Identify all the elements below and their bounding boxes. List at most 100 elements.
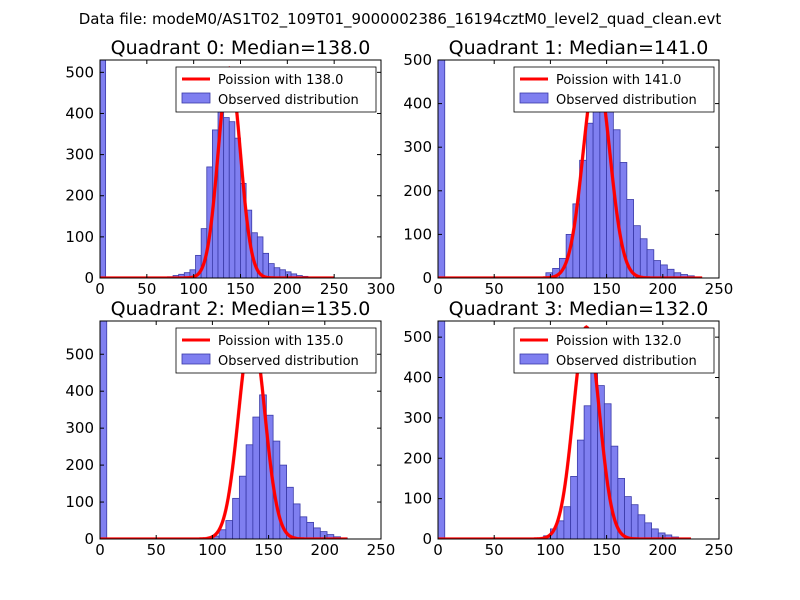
quadrant-3-y-tick-label: 500 bbox=[403, 328, 432, 346]
quadrant-2-y-tick-label: 500 bbox=[65, 345, 94, 363]
quadrant-1-x-tick-label: 150 bbox=[592, 280, 621, 298]
quadrant-0-y-tick-label: 200 bbox=[65, 187, 94, 205]
quadrant-0-y-tick-label: 300 bbox=[65, 146, 94, 164]
quadrant-3-legend-bar-swatch bbox=[519, 353, 549, 365]
quadrant-0-histogram-bar bbox=[100, 60, 107, 278]
quadrant-3-histogram-bar bbox=[637, 514, 646, 539]
quadrant-2-histogram-bar bbox=[225, 520, 234, 539]
quadrant-1-y-tick-label: 500 bbox=[403, 51, 432, 69]
quadrant-2-x-tick-label: 100 bbox=[198, 541, 227, 559]
quadrant-2-histogram-bar bbox=[306, 521, 314, 539]
quadrant-0-histogram-bar bbox=[268, 263, 275, 278]
quadrant-0-x-tick-label: 200 bbox=[273, 280, 302, 298]
quadrant-2-plot: 0 50 100 150 200 250 0 100 200 300 400 500 Quadrant … bbox=[65, 298, 395, 559]
quadrant-2-histogram-bar bbox=[286, 486, 294, 539]
quadrant-0-y-tick-label: 100 bbox=[65, 228, 94, 246]
quadrant-0-x-tick-label: 300 bbox=[367, 280, 396, 298]
quadrant-3-plot: 0 50 100 150 200 250 0 100 200 300 400 500 Quadrant … bbox=[403, 298, 733, 559]
quadrant-1-legend-box bbox=[513, 66, 715, 113]
quadrant-3-histogram-bar bbox=[583, 405, 592, 539]
quadrant-3-histogram-bar bbox=[438, 321, 446, 539]
quadrant-2-y-tick-label: 200 bbox=[65, 456, 94, 474]
quadrant-2-histogram-bar bbox=[245, 444, 254, 539]
quadrant-1-axes-frame bbox=[437, 59, 720, 279]
quadrant-1-plot-area bbox=[438, 60, 703, 278]
quadrant-1-plot: 0 50 100 150 200 250 0 100 200 300 400 500 Quadrant … bbox=[403, 37, 733, 298]
quadrant-3-histogram-bar bbox=[563, 506, 572, 539]
quadrant-1-x-tick-label: 50 bbox=[485, 280, 504, 298]
quadrant-3-x-tick-label: 150 bbox=[592, 541, 621, 559]
quadrant-3-legend-box bbox=[513, 327, 715, 374]
quadrant-1-x-tick-label: 100 bbox=[536, 280, 565, 298]
quadrant-0-x-tick-label: 0 bbox=[95, 280, 105, 298]
quadrant-3-histogram-bar bbox=[570, 476, 578, 539]
quadrant-1-x-tick-label: 200 bbox=[648, 280, 677, 298]
quadrant-0-y-tick-label: 400 bbox=[65, 104, 94, 122]
quadrant-2-y-tick-label: 0 bbox=[84, 530, 94, 548]
quadrant-3-x-tick-label: 200 bbox=[648, 541, 677, 559]
quadrant-3-x-tick-label: 250 bbox=[705, 541, 734, 559]
quadrant-2-legend-bar-swatch bbox=[181, 353, 211, 365]
quadrant-2-x-tick-label: 200 bbox=[310, 541, 339, 559]
quadrant-3-histogram-bar bbox=[576, 439, 585, 539]
quadrant-3-histogram-bar bbox=[644, 522, 652, 539]
quadrant-3-y-tick-label: 100 bbox=[403, 490, 432, 508]
quadrant-3-legend-bar-label: Observed distribution bbox=[556, 354, 697, 369]
quadrant-0-legend-bar-label: Observed distribution bbox=[218, 93, 359, 108]
quadrant-1-histogram-bar bbox=[633, 225, 641, 278]
quadrant-3-histogram-bar bbox=[630, 504, 639, 539]
quadrant-1-histogram-bar bbox=[653, 260, 661, 278]
quadrant-2-x-tick-label: 150 bbox=[254, 541, 283, 559]
quadrant-1-y-tick-label: 300 bbox=[403, 138, 432, 156]
quadrant-2-title: Quadrant 2: Median=135.0 bbox=[111, 298, 371, 320]
quadrant-2-x-tick-label: 50 bbox=[147, 541, 166, 559]
quadrant-3-axes-frame bbox=[437, 320, 720, 540]
quadrant-3-x-tick-label: 100 bbox=[536, 541, 565, 559]
quadrant-1-legend-bar-swatch bbox=[519, 92, 549, 104]
quadrant-2-legend-line-label: Poission with 135.0 bbox=[218, 334, 343, 349]
quadrant-2-x-tick-label: 250 bbox=[367, 541, 396, 559]
quadrant-1-legend-line-label: Poission with 141.0 bbox=[556, 73, 681, 88]
quadrant-0-x-tick-label: 50 bbox=[137, 280, 156, 298]
quadrant-0-plot: 0 50 100 150 200 250 300 0 100 200 300 400 500 Quadra… bbox=[65, 37, 395, 298]
quadrant-1-y-tick-label: 400 bbox=[403, 95, 432, 113]
quadrant-1-y-tick-label: 100 bbox=[403, 225, 432, 243]
quadrant-0-y-tick-label: 500 bbox=[65, 63, 94, 81]
quadrant-1-histogram-bar bbox=[646, 249, 655, 278]
quadrant-2-legend-bar-label: Observed distribution bbox=[218, 354, 359, 369]
quadrant-3-fit-curve bbox=[438, 325, 691, 539]
quadrant-2-histogram-bar bbox=[238, 475, 247, 539]
quadrant-0-title: Quadrant 0: Median=138.0 bbox=[111, 37, 371, 59]
quadrant-1-histogram-bar bbox=[660, 264, 668, 278]
quadrant-0-legend-bar-swatch bbox=[181, 92, 211, 104]
quadrant-0-legend-line-label: Poission with 138.0 bbox=[218, 73, 343, 88]
quadrant-1-x-tick-label: 0 bbox=[433, 280, 443, 298]
quadrant-3-x-tick-label: 50 bbox=[485, 541, 504, 559]
quadrant-0-histogram-bar bbox=[228, 121, 236, 278]
quadrant-1-histogram-bar bbox=[585, 122, 594, 278]
quadrant-1-histogram-bar bbox=[592, 87, 601, 278]
quadrant-3-y-tick-label: 0 bbox=[422, 530, 432, 548]
quadrant-2-y-tick-label: 100 bbox=[65, 493, 94, 511]
quadrant-0-fit-curve bbox=[100, 66, 335, 278]
quadrant-2-histogram-bar bbox=[232, 497, 240, 539]
quadrant-0-plot-area bbox=[100, 60, 335, 278]
quadrant-0-x-tick-label: 100 bbox=[179, 280, 208, 298]
quadrant-0-y-tick-label: 0 bbox=[84, 269, 94, 287]
quadrant-1-y-tick-label: 0 bbox=[422, 269, 432, 287]
quadrant-2-y-tick-label: 300 bbox=[65, 419, 94, 437]
quadrant-1-x-tick-label: 250 bbox=[705, 280, 734, 298]
quadrant-1-title: Quadrant 1: Median=141.0 bbox=[449, 37, 709, 59]
quadrant-0-x-tick-label: 250 bbox=[320, 280, 349, 298]
quadrant-1-histogram-bar bbox=[438, 60, 446, 278]
quadrant-2-histogram-bar bbox=[292, 503, 301, 539]
quadrant-3-y-tick-label: 400 bbox=[403, 369, 432, 387]
quadrant-3-x-tick-label: 0 bbox=[433, 541, 443, 559]
quadrant-0-histogram-bar bbox=[262, 252, 270, 278]
quadrant-3-histogram-bar bbox=[624, 496, 632, 539]
quadrant-0-legend-box bbox=[175, 66, 377, 113]
quadrant-0-histogram-bar bbox=[223, 117, 230, 278]
quadrant-1-histogram-bar bbox=[639, 238, 648, 278]
quadrant-1-legend-bar-label: Observed distribution bbox=[556, 93, 697, 108]
